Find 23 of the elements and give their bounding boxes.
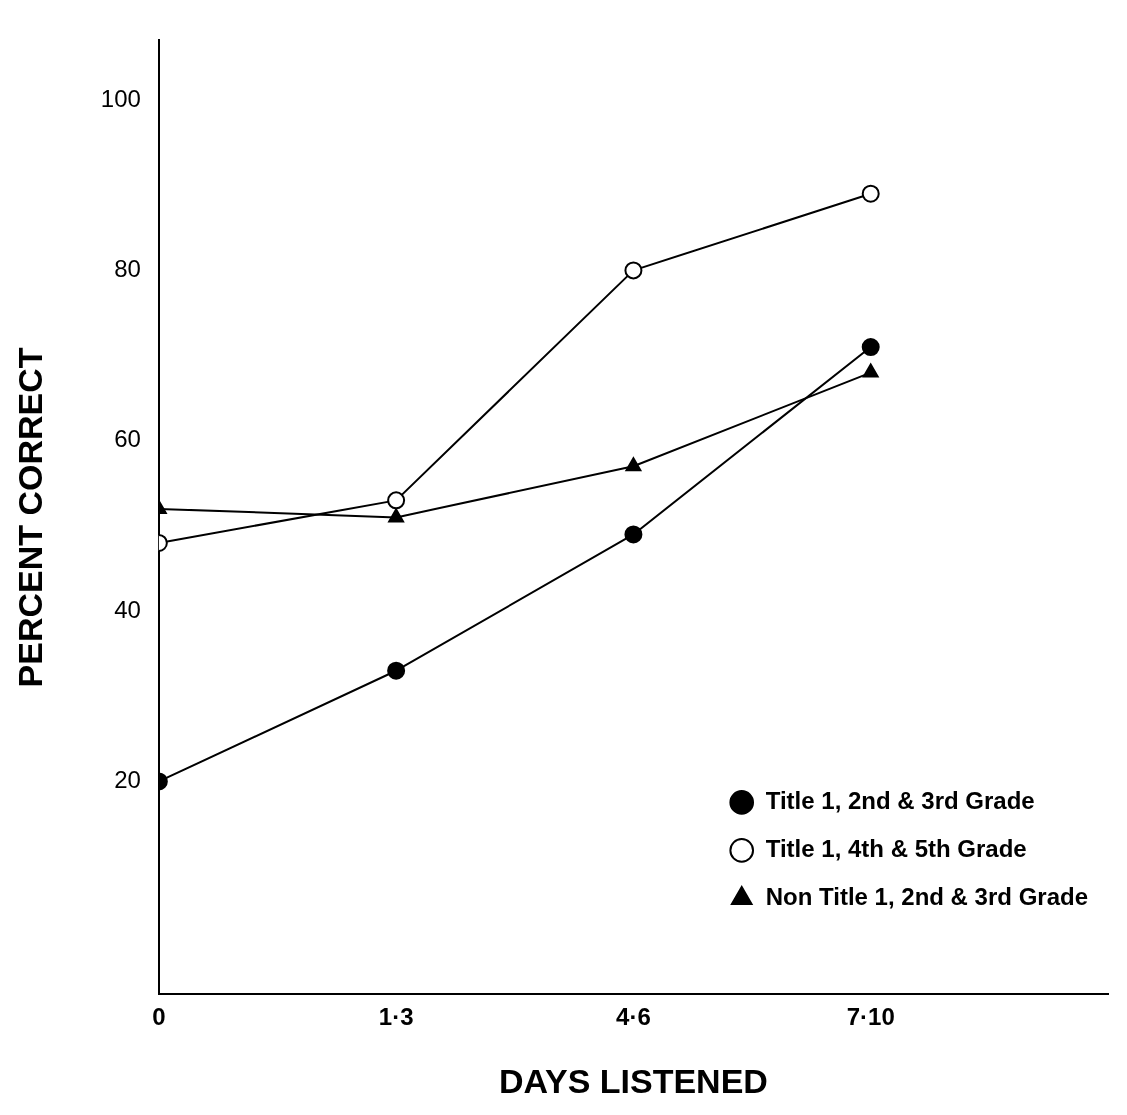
y-tick-label: 80 [114, 255, 141, 283]
point [387, 491, 406, 510]
x-tick-label: 1·3 [378, 1003, 414, 1031]
point [387, 661, 406, 680]
point [624, 261, 643, 280]
point [861, 184, 880, 203]
y-tick-label: 100 [100, 84, 141, 112]
legend-label: Non Title 1, 2nd & 3rd Grade [765, 883, 1089, 911]
legend-label: Title 1, 2nd & 3rd Grade [765, 787, 1035, 815]
x-tick-label: 0 [152, 1003, 166, 1031]
point [388, 508, 405, 523]
x-axis-title: DAYS LISTENED [498, 1061, 768, 1100]
y-axis-title: PERCENT CORRECT [10, 347, 49, 688]
y-tick-label: 20 [114, 766, 141, 794]
y-tick-label: 40 [114, 595, 141, 623]
point [625, 457, 642, 472]
y-tick-label: 60 [114, 425, 141, 453]
x-tick-label: 7·10 [846, 1003, 895, 1031]
point [862, 363, 879, 378]
legend-label: Title 1, 4th & 5th Grade [765, 835, 1027, 863]
point [624, 525, 643, 544]
x-tick-label: 4·6 [616, 1003, 651, 1031]
point [861, 338, 880, 357]
